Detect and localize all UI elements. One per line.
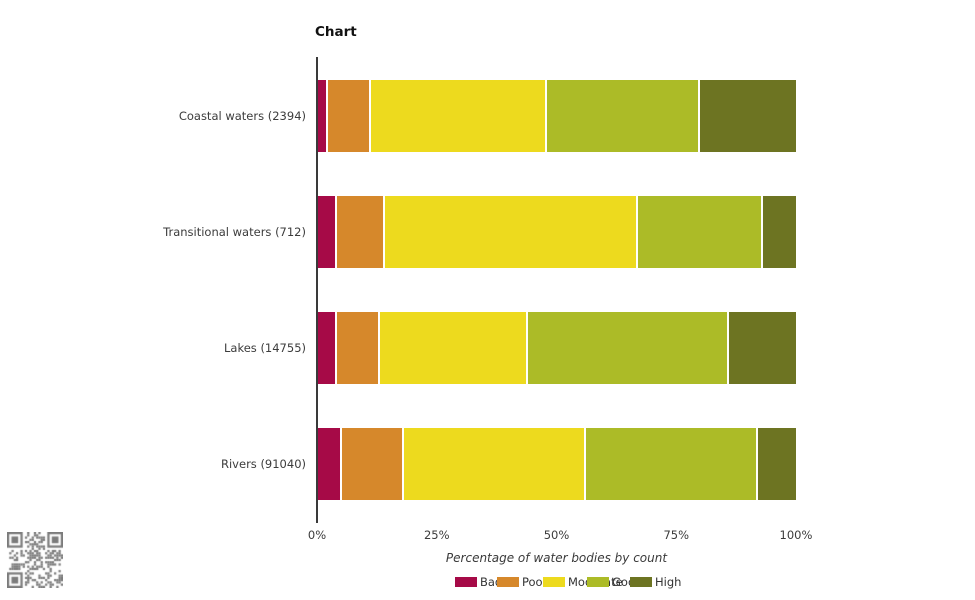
category-label: Transitional waters (712) — [163, 225, 306, 239]
legend-swatch-good[interactable] — [587, 577, 609, 587]
bar-segment-high[interactable] — [757, 428, 796, 500]
x-tick-label: 75% — [663, 528, 690, 542]
legend-label-good[interactable]: Good — [612, 575, 643, 589]
bar-segment-moderate[interactable] — [384, 196, 639, 268]
legend-label-moderate[interactable]: Moderate — [568, 575, 623, 589]
legend-label-poor[interactable]: Poor — [522, 575, 548, 589]
bar-segment-moderate[interactable] — [404, 428, 586, 500]
legend-swatch-bad[interactable] — [455, 577, 477, 587]
stacked-bar — [318, 428, 796, 500]
bar-segment-good[interactable] — [528, 312, 730, 384]
bar-segment-good[interactable] — [585, 428, 758, 500]
bar-row: Lakes (14755) — [0, 312, 975, 384]
legend-swatch-moderate[interactable] — [543, 577, 565, 587]
bar-segment-bad[interactable] — [318, 312, 338, 384]
x-tick-label: 25% — [423, 528, 450, 542]
bar-segment-poor[interactable] — [341, 428, 405, 500]
legend-swatch-high[interactable] — [630, 577, 652, 587]
stacked-bar — [318, 312, 796, 384]
bar-segment-bad[interactable] — [318, 428, 342, 500]
legend-label-high[interactable]: High — [655, 575, 682, 589]
bar-segment-moderate[interactable] — [370, 80, 548, 152]
stacked-bar — [318, 80, 796, 152]
x-tick-label: 100% — [779, 528, 813, 542]
bar-segment-poor[interactable] — [337, 196, 385, 268]
bar-row: Coastal waters (2394) — [0, 80, 975, 152]
bar-segment-high[interactable] — [700, 80, 796, 152]
category-label: Rivers (91040) — [221, 457, 306, 471]
y-axis-line — [316, 57, 318, 523]
bar-row: Rivers (91040) — [0, 428, 975, 500]
qr-watermark — [7, 532, 63, 588]
bar-row: Transitional waters (712) — [0, 196, 975, 268]
bar-segment-good[interactable] — [547, 80, 701, 152]
bar-segment-bad[interactable] — [318, 196, 338, 268]
legend-label-bad[interactable]: Bad — [480, 575, 503, 589]
stacked-bar — [318, 196, 796, 268]
bar-segment-high[interactable] — [762, 196, 796, 268]
x-tick-label: 0% — [307, 528, 327, 542]
bar-segment-poor[interactable] — [337, 312, 381, 384]
x-tick-label: 50% — [543, 528, 570, 542]
chart-title: Chart — [315, 24, 357, 40]
category-label: Lakes (14755) — [224, 341, 306, 355]
category-label: Coastal waters (2394) — [178, 109, 306, 123]
bar-segment-poor[interactable] — [327, 80, 371, 152]
bar-segment-high[interactable] — [729, 312, 796, 384]
bar-segment-good[interactable] — [638, 196, 763, 268]
legend-swatch-poor[interactable] — [497, 577, 519, 587]
x-axis-label: Percentage of water bodies by count — [445, 551, 668, 565]
bar-segment-bad[interactable] — [318, 80, 328, 152]
bar-segment-moderate[interactable] — [380, 312, 529, 384]
